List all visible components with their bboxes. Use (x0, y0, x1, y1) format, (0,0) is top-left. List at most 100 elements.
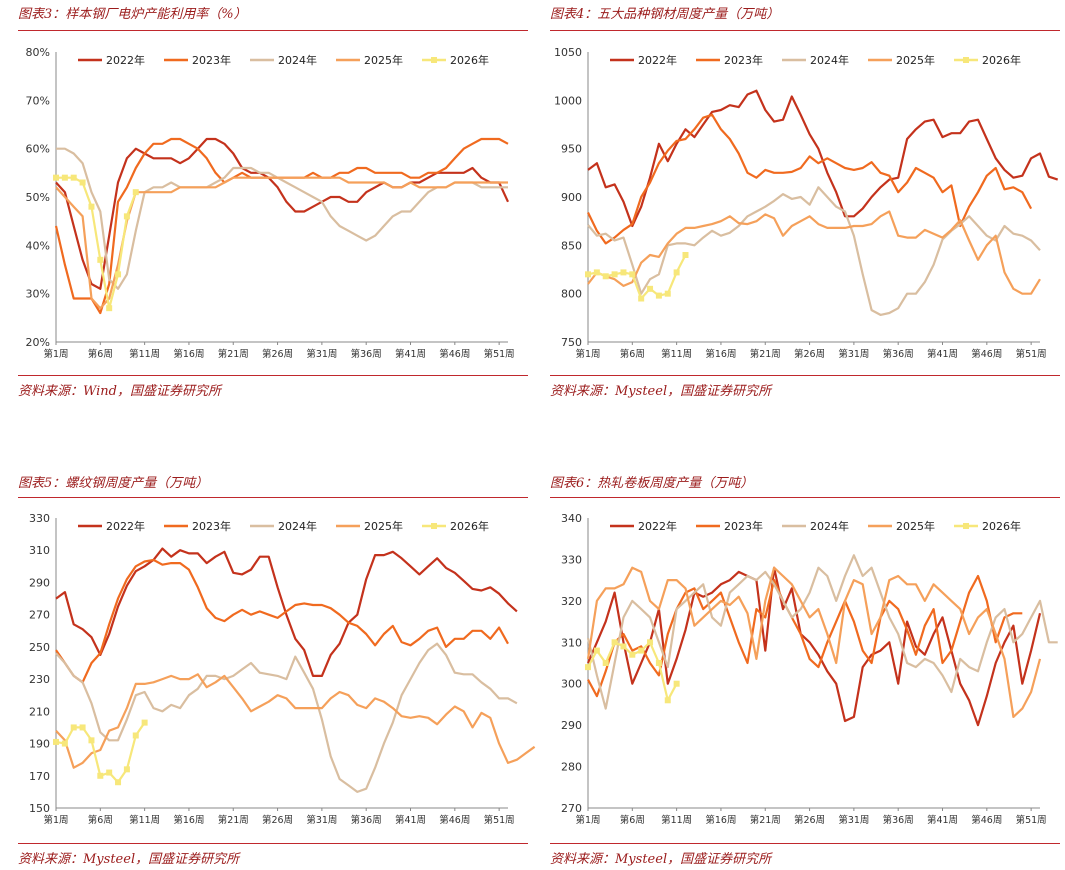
legend-item-2023: 2023年 (164, 53, 231, 67)
legend-label: 2023年 (724, 519, 763, 533)
legend-label: 2026年 (982, 519, 1021, 533)
series-marker-2026 (602, 660, 609, 666)
legend-label: 2026年 (450, 53, 489, 67)
legend-item-2024: 2024年 (250, 519, 317, 533)
series-marker-2026 (585, 271, 591, 278)
series-line-2022 (587, 89, 1059, 228)
x-tick-label: 第16周 (705, 814, 736, 826)
legend-label: 2025年 (364, 519, 403, 533)
series-marker-2026 (88, 737, 95, 744)
legend-item-2022: 2022年 (78, 53, 145, 67)
x-tick-label: 第1周 (575, 814, 600, 826)
legend-label: 2024年 (810, 519, 849, 533)
series-marker-2026 (141, 719, 148, 726)
series-marker-2026 (123, 213, 130, 220)
legend-label: 2025年 (364, 53, 403, 67)
x-tick-label: 第36周 (351, 814, 382, 826)
x-tick-label: 第16周 (705, 348, 736, 360)
x-tick-label: 第11周 (661, 348, 692, 360)
y-tick-label: 320 (561, 595, 582, 608)
series-marker-2026 (61, 174, 68, 181)
title-divider (18, 497, 528, 498)
x-tick-label: 第6周 (620, 348, 645, 360)
legend-label: 2025年 (896, 519, 935, 533)
x-tick-label: 第51周 (484, 348, 515, 360)
legend-marker (963, 523, 969, 529)
source-divider (550, 843, 1060, 844)
series-marker-2026 (97, 772, 104, 779)
y-tick-label: 20% (26, 336, 50, 349)
legend-label: 2026年 (450, 519, 489, 533)
series-line-2025 (55, 673, 536, 769)
series-line-2023 (587, 113, 1033, 245)
y-tick-label: 310 (29, 544, 50, 557)
y-tick-label: 330 (29, 512, 50, 525)
legend-item-2023: 2023年 (696, 53, 763, 67)
series-marker-2026 (593, 269, 600, 276)
chart-source: 资料来源：Mysteel，国盛证券研究所 (550, 384, 772, 399)
chart-title: 图表5：螺纹钢周度产量（万吨） (18, 476, 209, 491)
y-tick-label: 270 (561, 802, 582, 815)
legend-label: 2022年 (638, 519, 677, 533)
series-marker-2026 (53, 174, 59, 181)
y-tick-label: 850 (561, 239, 582, 252)
series-line-2025 (586, 566, 1042, 718)
legend-item-2024: 2024年 (782, 53, 849, 67)
series-marker-2026 (79, 179, 86, 186)
x-tick-label: 第51周 (1016, 814, 1047, 826)
x-tick-label: 第21周 (218, 814, 249, 826)
series-line-2022 (55, 137, 509, 290)
y-tick-label: 280 (561, 761, 582, 774)
x-tick-label: 第51周 (1016, 348, 1047, 360)
legend-item-2026: 2026年 (422, 519, 489, 533)
series-line-2022 (586, 566, 1042, 727)
y-tick-label: 230 (29, 673, 50, 686)
series-marker-2026 (620, 643, 627, 650)
legend-label: 2024年 (810, 53, 849, 67)
legend-marker (963, 57, 969, 63)
series-line-2024 (587, 186, 1041, 316)
legend-label: 2022年 (106, 53, 145, 67)
legend-label: 2023年 (192, 53, 231, 67)
legend-item-2026: 2026年 (422, 53, 489, 67)
series-marker-2026 (115, 271, 122, 278)
series-marker-2026 (79, 724, 86, 731)
series-line-2026 (56, 176, 137, 310)
x-tick-label: 第11周 (661, 814, 692, 826)
y-tick-label: 60% (26, 143, 50, 156)
legend-item-2024: 2024年 (782, 519, 849, 533)
y-tick-label: 300 (561, 678, 582, 691)
y-tick-label: 250 (29, 641, 50, 654)
x-tick-label: 第46周 (971, 348, 1002, 360)
x-tick-label: 第31周 (306, 814, 337, 826)
series-marker-2026 (682, 252, 689, 258)
legend-label: 2022年 (106, 519, 145, 533)
y-tick-label: 800 (561, 288, 582, 301)
x-tick-label: 第1周 (43, 348, 68, 360)
legend-item-2025: 2025年 (868, 53, 935, 67)
x-tick-label: 第41周 (395, 814, 426, 826)
legend-item-2025: 2025年 (336, 519, 403, 533)
x-tick-label: 第6周 (620, 814, 645, 826)
series-marker-2026 (53, 738, 59, 745)
legend-label: 2023年 (724, 53, 763, 67)
series-marker-2026 (70, 724, 77, 731)
legend-marker (431, 57, 437, 63)
legend-item-2023: 2023年 (696, 519, 763, 533)
x-tick-label: 第21周 (750, 348, 781, 360)
title-divider (550, 30, 1060, 31)
series-marker-2026 (629, 651, 636, 658)
y-tick-label: 80% (26, 46, 50, 59)
x-tick-label: 第36周 (883, 348, 914, 360)
y-tick-label: 50% (26, 191, 50, 204)
y-tick-label: 290 (29, 576, 50, 589)
x-tick-label: 第41周 (927, 348, 958, 360)
x-tick-label: 第41周 (927, 814, 958, 826)
y-tick-label: 70% (26, 94, 50, 107)
chart-title: 图表4：五大品种钢材周度产量（万吨） (550, 7, 780, 22)
legend-label: 2024年 (278, 53, 317, 67)
series-marker-2026 (106, 305, 113, 312)
